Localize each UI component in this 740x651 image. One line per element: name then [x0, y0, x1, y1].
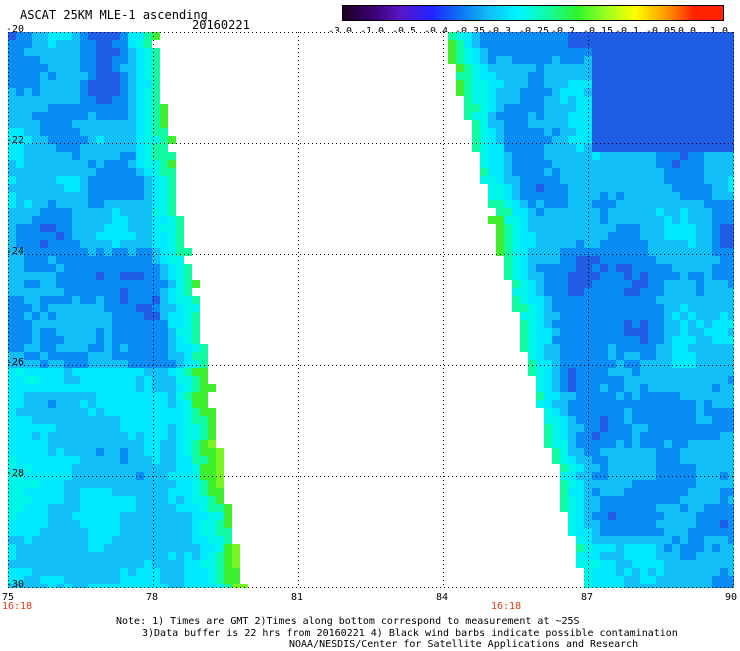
colorbar-tick-label: -0.4 [424, 26, 448, 37]
colorbar-tick-label: -0.25 [519, 26, 549, 37]
lon-label-90: 90 [725, 592, 738, 603]
note-line-1: Note: 1) Times are GMT 2)Times along bot… [116, 616, 580, 627]
colorbar-segment [489, 6, 519, 20]
colorbar-tick-label: -0.5 [392, 26, 416, 37]
colorbar-segment [343, 6, 373, 20]
colorbar-tick-label: -0.2 [551, 26, 575, 37]
lat-label-24: -24 [6, 246, 25, 257]
lat-label-28: -28 [6, 468, 25, 479]
lon-label-87: 87 [581, 592, 594, 603]
lon-label-78: 78 [146, 592, 159, 603]
swath-time-right: 16:18 [491, 601, 522, 612]
lat-label-26: -26 [6, 357, 25, 368]
lon-label-84: 84 [436, 592, 449, 603]
colorbar-segment [635, 6, 665, 20]
colorbar [342, 5, 724, 21]
colorbar-tick-label: 1.0 [710, 26, 728, 37]
colorbar-segment [518, 6, 548, 20]
lat-lon-grid [8, 32, 734, 588]
colorbar-tick-label: -0.3 [487, 26, 511, 37]
colorbar-tick-label: -0.15 [583, 26, 613, 37]
note-line-2: 3)Data buffer is 22 hrs from 20160221 4)… [142, 628, 678, 639]
colorbar-tick-label: -0.35 [455, 26, 485, 37]
colorbar-segment [606, 6, 636, 20]
swath-cells [8, 32, 734, 588]
swath-time-left: 16:18 [2, 601, 33, 612]
colorbar-segment [459, 6, 490, 20]
colorbar-segment [430, 6, 460, 20]
lat-label-22: -22 [6, 135, 25, 146]
colorbar-labels: -3.0-1.0-0.5-0.4-0.35-0.3-0.25-0.2-0.15-… [328, 26, 735, 38]
colorbar-tick-label: 0.0 [678, 26, 696, 37]
note-line-3: NOAA/NESDIS/Center for Satellite Applica… [289, 639, 639, 650]
product-title: ASCAT 25KM MLE-1 ascending [20, 8, 208, 22]
colorbar-tick-label: -0.05 [646, 26, 676, 37]
lat-label-20: -20 [6, 24, 25, 35]
map-canvas [8, 32, 734, 588]
colorbar-tick-label: -3.0 [328, 26, 352, 37]
lon-label-81: 81 [291, 592, 304, 603]
lon-label-75: 75 [2, 592, 15, 603]
colorbar-segment [576, 6, 607, 20]
colorbar-segment [547, 6, 577, 20]
colorbar-tick-label: -0.1 [615, 26, 639, 37]
colorbar-segment [693, 6, 724, 20]
colorbar-segment [664, 6, 694, 20]
map-panel [8, 32, 734, 588]
lat-label-30: -30 [6, 579, 25, 590]
product-date: 20160221 [192, 18, 250, 32]
colorbar-segment [401, 6, 431, 20]
colorbar-tick-label: -1.0 [360, 26, 384, 37]
colorbar-segment [372, 6, 402, 20]
